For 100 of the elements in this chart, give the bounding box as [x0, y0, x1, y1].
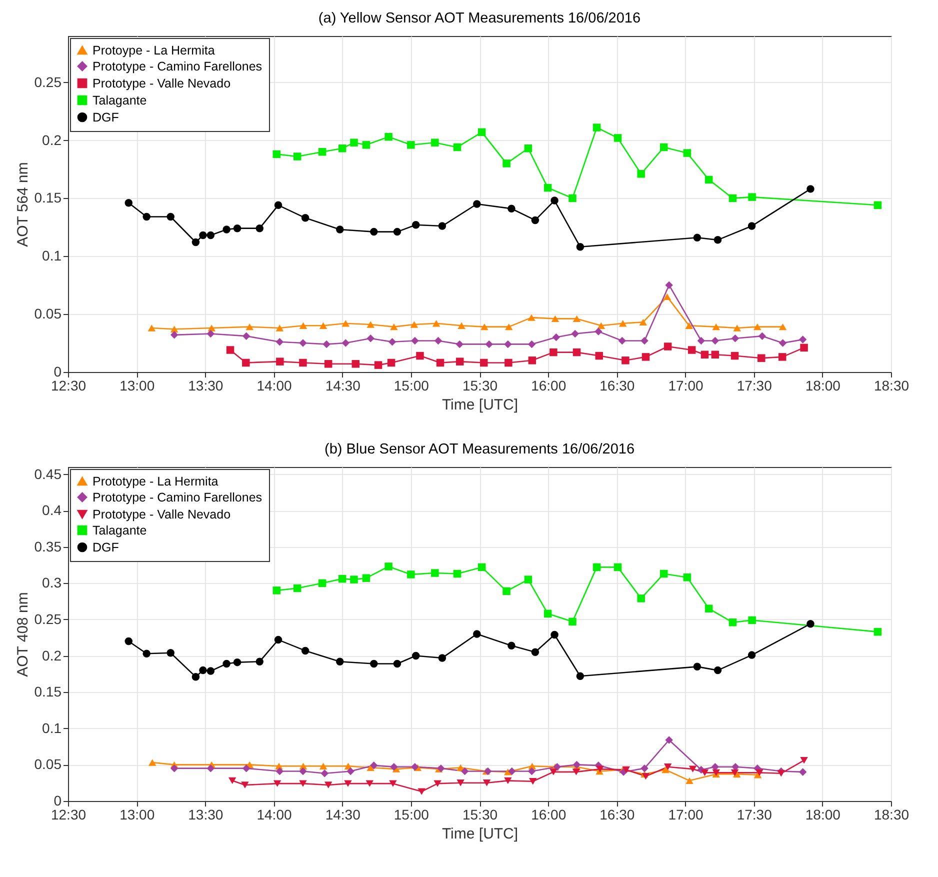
point — [208, 324, 216, 332]
point — [431, 569, 439, 577]
x-axis-title: Time [UTC] — [442, 396, 518, 414]
y-tick-label: 0.1 — [42, 720, 62, 736]
point — [594, 328, 602, 336]
y-axis-title: AOT 408 nm — [14, 592, 32, 677]
x-tick-label: 16:30 — [600, 806, 635, 822]
point — [874, 628, 882, 636]
point — [390, 323, 398, 330]
point — [142, 650, 150, 658]
point — [614, 134, 622, 142]
legend-label: Talagante — [92, 523, 147, 538]
point — [528, 356, 536, 364]
point — [508, 642, 516, 650]
point — [571, 330, 579, 338]
point — [748, 222, 756, 230]
point — [504, 358, 512, 367]
point — [346, 767, 354, 776]
y-tick-label: 0 — [54, 792, 62, 808]
point — [199, 666, 207, 674]
point — [301, 646, 310, 655]
point — [350, 138, 358, 146]
point — [473, 200, 481, 208]
x-tick-label: 18:30 — [874, 378, 910, 394]
point — [148, 759, 156, 766]
y-tick-label: 0.35 — [34, 538, 62, 554]
point — [276, 338, 284, 346]
point — [686, 777, 694, 784]
point — [572, 768, 580, 776]
x-tick-label: 15:00 — [394, 378, 430, 394]
chart-title: (a) Yellow Sensor AOT Measurements 16/06/2016 — [318, 10, 641, 26]
point — [199, 231, 207, 240]
point — [370, 228, 378, 236]
point — [336, 226, 344, 234]
point — [660, 143, 668, 152]
point — [748, 193, 756, 201]
point — [528, 314, 536, 321]
point — [393, 228, 402, 236]
point — [274, 201, 282, 210]
point — [299, 339, 307, 347]
point — [318, 148, 326, 156]
point — [693, 234, 702, 242]
point — [412, 220, 420, 229]
x-tick-label: 16:00 — [531, 806, 566, 822]
point — [551, 315, 560, 322]
x-tick-label: 13:00 — [120, 806, 155, 822]
point — [390, 763, 398, 771]
point — [800, 344, 808, 352]
point — [531, 216, 540, 224]
point — [595, 352, 603, 360]
point — [293, 584, 302, 592]
point — [436, 358, 444, 367]
legend-label: Prototype - La Hermita — [92, 474, 218, 488]
point — [758, 354, 766, 362]
x-tick-label: 12:30 — [50, 378, 86, 394]
point — [299, 358, 307, 367]
point — [206, 231, 215, 240]
point — [170, 764, 178, 772]
point — [453, 570, 462, 578]
point — [665, 736, 673, 744]
x-tick-label: 15:30 — [462, 378, 498, 394]
point — [685, 322, 693, 330]
point — [592, 563, 601, 572]
x-tick-label: 14:30 — [325, 378, 361, 394]
y-tick-label: 0.05 — [34, 756, 62, 772]
y-tick-label: 0.4 — [42, 502, 62, 518]
point — [480, 323, 488, 330]
point — [166, 649, 174, 657]
point — [688, 766, 697, 772]
point — [704, 176, 713, 184]
point — [618, 320, 627, 327]
point — [299, 780, 307, 787]
point — [272, 586, 281, 594]
x-tick-label: 18:00 — [805, 378, 841, 394]
x-tick-label: 17:30 — [736, 378, 772, 394]
point — [242, 358, 250, 367]
point — [662, 766, 670, 774]
point — [299, 767, 307, 776]
x-tick-label: 17:00 — [668, 378, 704, 394]
point — [320, 770, 329, 778]
point — [233, 658, 242, 666]
point — [528, 778, 537, 785]
point — [293, 152, 302, 160]
point — [508, 204, 516, 212]
point — [482, 779, 491, 786]
point — [411, 336, 419, 345]
point — [389, 780, 397, 787]
point — [502, 587, 510, 596]
point — [778, 339, 787, 347]
point — [544, 610, 552, 618]
point — [384, 562, 392, 570]
point — [142, 212, 150, 221]
y-tick-label: 0 — [54, 364, 62, 380]
x-tick-label: 14:30 — [325, 806, 361, 822]
point — [350, 576, 358, 584]
point — [576, 243, 584, 251]
point — [618, 336, 626, 345]
y-tick-label: 0.15 — [34, 684, 62, 700]
point — [166, 212, 174, 221]
point — [370, 660, 378, 668]
